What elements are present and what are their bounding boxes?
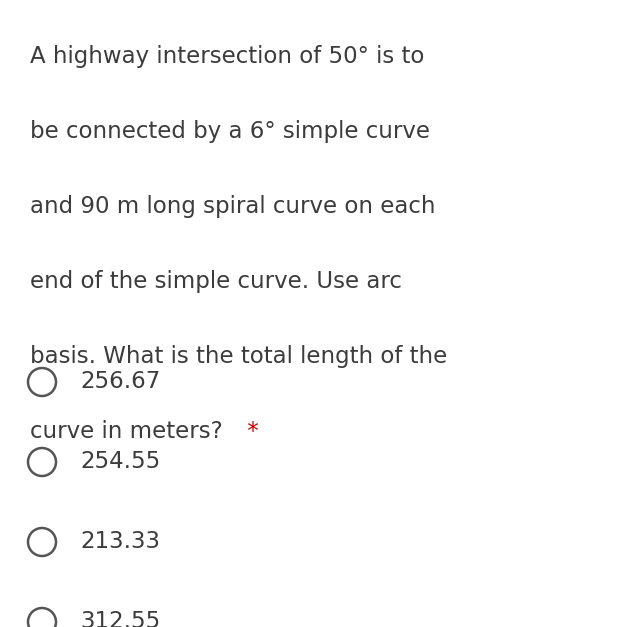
Text: 312.55: 312.55 (80, 610, 160, 627)
Text: end of the simple curve. Use arc: end of the simple curve. Use arc (30, 270, 402, 293)
Text: 213.33: 213.33 (80, 530, 160, 553)
Text: and 90 m long spiral curve on each: and 90 m long spiral curve on each (30, 195, 436, 218)
Text: 254.55: 254.55 (80, 450, 160, 473)
Text: *: * (240, 420, 259, 443)
Text: be connected by a 6° simple curve: be connected by a 6° simple curve (30, 120, 430, 143)
Text: basis. What is the total length of the: basis. What is the total length of the (30, 345, 447, 368)
Text: A highway intersection of 50° is to: A highway intersection of 50° is to (30, 45, 424, 68)
Text: 256.67: 256.67 (80, 370, 160, 393)
Text: curve in meters?: curve in meters? (30, 420, 223, 443)
